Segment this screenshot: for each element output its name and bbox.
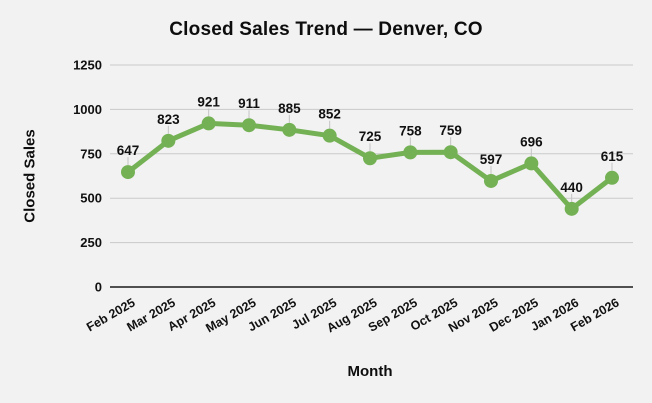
data-point (282, 122, 297, 137)
data-point (121, 165, 135, 180)
data-label: 725 (359, 129, 382, 144)
data-point (403, 145, 418, 160)
y-tick-label: 250 (80, 235, 102, 250)
data-label: 852 (318, 107, 341, 122)
data-point (161, 133, 176, 148)
data-point (524, 156, 539, 171)
data-label: 758 (399, 123, 422, 138)
data-point (605, 170, 619, 185)
y-tick-label: 1000 (73, 102, 102, 117)
data-label: 597 (480, 152, 503, 167)
data-label: 911 (238, 96, 260, 111)
data-label: 696 (520, 134, 543, 149)
data-point (322, 128, 337, 143)
data-label: 759 (439, 123, 462, 138)
data-label: 885 (278, 101, 301, 116)
data-point (443, 145, 458, 160)
y-tick-label: 750 (80, 146, 102, 161)
chart-title: Closed Sales Trend — Denver, CO (169, 19, 483, 40)
y-tick-label: 0 (95, 280, 102, 295)
data-label: 921 (197, 94, 220, 109)
data-label: 823 (157, 112, 180, 127)
y-tick-label: 1250 (73, 58, 102, 73)
data-label: 440 (560, 180, 583, 195)
data-label: 647 (117, 143, 140, 158)
data-point (201, 116, 216, 131)
data-point (363, 151, 377, 166)
data-point (564, 201, 579, 216)
y-tick-label: 500 (80, 191, 102, 206)
data-point (484, 173, 498, 188)
x-axis-title: Month (347, 363, 393, 380)
data-label: 615 (601, 149, 624, 164)
data-point (242, 118, 256, 133)
